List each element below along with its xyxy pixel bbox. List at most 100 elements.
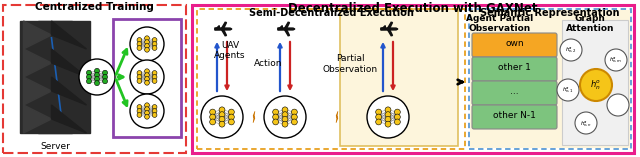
Bar — [113, 19, 181, 137]
Text: Graph
Attention: Graph Attention — [566, 14, 614, 33]
Circle shape — [228, 119, 234, 125]
Circle shape — [137, 105, 142, 109]
Circle shape — [145, 36, 149, 41]
Circle shape — [385, 121, 391, 127]
Circle shape — [557, 79, 579, 101]
Polygon shape — [284, 29, 289, 36]
Circle shape — [394, 109, 400, 115]
Text: Server: Server — [40, 142, 70, 151]
Circle shape — [575, 112, 597, 134]
Circle shape — [385, 116, 391, 122]
Polygon shape — [278, 28, 295, 30]
Circle shape — [152, 109, 157, 113]
Circle shape — [291, 114, 298, 120]
Circle shape — [145, 76, 149, 81]
Circle shape — [95, 68, 100, 73]
Circle shape — [137, 46, 142, 50]
Circle shape — [137, 71, 142, 75]
Polygon shape — [51, 49, 86, 77]
Circle shape — [86, 70, 92, 75]
Circle shape — [367, 96, 409, 138]
Circle shape — [137, 109, 142, 113]
Circle shape — [145, 73, 149, 78]
Circle shape — [219, 116, 225, 122]
Circle shape — [228, 109, 234, 115]
Circle shape — [201, 96, 243, 138]
Circle shape — [145, 47, 149, 52]
Circle shape — [394, 114, 400, 120]
Circle shape — [560, 39, 582, 61]
Circle shape — [219, 121, 225, 127]
Polygon shape — [24, 77, 51, 105]
Circle shape — [152, 105, 157, 109]
Polygon shape — [387, 22, 392, 29]
Circle shape — [152, 42, 157, 46]
FancyBboxPatch shape — [472, 57, 557, 81]
Text: Partial
Observation: Partial Observation — [323, 54, 378, 74]
Circle shape — [152, 71, 157, 75]
Circle shape — [145, 111, 149, 115]
Polygon shape — [216, 26, 220, 29]
Polygon shape — [215, 28, 232, 30]
Text: $h_n^o$: $h_n^o$ — [590, 78, 602, 92]
Text: other N-1: other N-1 — [493, 111, 536, 121]
Polygon shape — [387, 29, 392, 36]
Circle shape — [291, 109, 298, 115]
Polygon shape — [221, 22, 227, 29]
FancyBboxPatch shape — [472, 81, 557, 105]
Circle shape — [130, 60, 164, 94]
Bar — [3, 5, 186, 153]
Text: UAV
Agents: UAV Agents — [214, 41, 246, 60]
Circle shape — [145, 69, 149, 74]
Circle shape — [95, 76, 100, 81]
Polygon shape — [24, 105, 51, 133]
Text: Agent Partial
Observation: Agent Partial Observation — [467, 14, 534, 33]
Circle shape — [152, 46, 157, 50]
Polygon shape — [51, 21, 86, 49]
Circle shape — [86, 74, 92, 79]
Text: Semantic Representation: Semantic Representation — [480, 8, 620, 18]
Text: ...: ... — [510, 87, 519, 97]
Circle shape — [219, 107, 225, 113]
Polygon shape — [51, 105, 86, 133]
Circle shape — [385, 112, 391, 118]
Text: $h_{n,m}^a$: $h_{n,m}^a$ — [609, 56, 623, 65]
Circle shape — [376, 119, 381, 125]
Text: Centralized Training: Centralized Training — [35, 2, 154, 12]
Circle shape — [145, 107, 149, 111]
Circle shape — [282, 112, 288, 118]
Polygon shape — [381, 28, 398, 30]
Polygon shape — [51, 77, 86, 105]
Circle shape — [145, 43, 149, 48]
Bar — [562, 20, 628, 145]
Circle shape — [152, 38, 157, 42]
Circle shape — [219, 112, 225, 118]
Bar — [469, 9, 631, 149]
Text: Semi-Decentralized Execution: Semi-Decentralized Execution — [248, 8, 413, 18]
Bar — [192, 5, 634, 153]
Circle shape — [607, 94, 629, 116]
Circle shape — [605, 49, 627, 71]
Circle shape — [137, 42, 142, 46]
Circle shape — [291, 119, 298, 125]
Circle shape — [282, 107, 288, 113]
Circle shape — [95, 73, 100, 78]
Circle shape — [376, 114, 381, 120]
Polygon shape — [253, 111, 255, 123]
FancyBboxPatch shape — [472, 33, 557, 57]
Circle shape — [86, 79, 92, 84]
Circle shape — [152, 113, 157, 117]
Text: Action: Action — [253, 60, 282, 68]
Polygon shape — [38, 21, 90, 133]
Circle shape — [273, 119, 278, 125]
Circle shape — [210, 114, 216, 120]
Circle shape — [580, 69, 612, 101]
Circle shape — [95, 81, 100, 86]
Polygon shape — [284, 22, 289, 29]
Polygon shape — [336, 111, 338, 123]
Circle shape — [137, 79, 142, 83]
Circle shape — [385, 107, 391, 113]
Polygon shape — [381, 26, 385, 29]
Circle shape — [102, 79, 108, 84]
Circle shape — [152, 79, 157, 83]
